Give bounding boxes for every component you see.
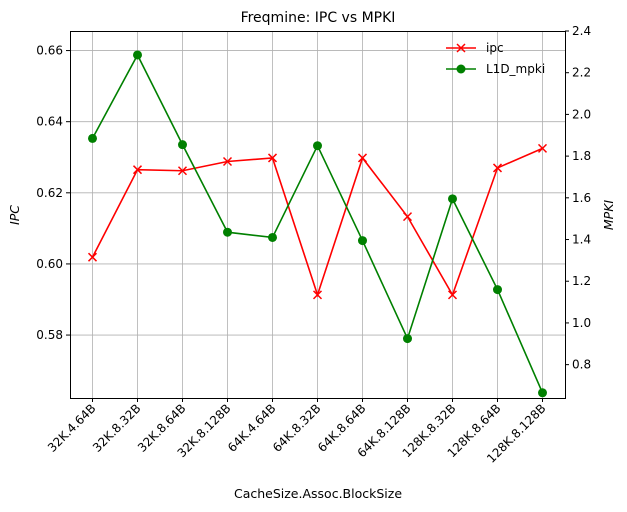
y-axis-right: 0.8 1.0 1.2 1.4 1.6 1.8 2.0 2.2 2.4: [565, 24, 591, 372]
legend-label: L1D_mpki: [486, 62, 545, 76]
y2-tick-label: 2.4: [572, 24, 591, 38]
y2-axis-label: MPKI: [601, 200, 616, 231]
y-axis-label: IPC: [7, 205, 22, 225]
series-l1d-mpki-point: [178, 140, 187, 150]
series-l1d-mpki-point: [493, 285, 502, 295]
series-ipc-point: [177, 166, 188, 176]
y-tick-label: 0.58: [36, 328, 63, 342]
x-axis-label: CacheSize.Assoc.BlockSize: [234, 486, 402, 501]
series-l1d-mpki-point: [88, 133, 97, 143]
y2-tick-label: 1.2: [572, 274, 591, 288]
y-tick-label: 0.62: [36, 186, 63, 200]
series-ipc-point: [447, 290, 458, 300]
series-l1d-mpki: [88, 50, 547, 398]
y2-tick-label: 2.2: [572, 66, 591, 80]
series-l1d-mpki-point: [268, 232, 277, 242]
legend-item-ipc: ipc: [446, 41, 504, 55]
series-ipc-point: [402, 212, 413, 222]
series-ipc-point: [87, 252, 98, 262]
series-l1d-mpki-point: [358, 236, 367, 246]
chart-title: Freqmine: IPC vs MPKI: [241, 10, 396, 26]
series-l1d-mpki-point: [313, 141, 322, 151]
legend-marker: [456, 64, 466, 74]
series-l1d-mpki-point: [538, 388, 547, 398]
grid-lines: [70, 31, 565, 398]
y2-tick-label: 0.8: [572, 358, 591, 372]
legend-label: ipc: [486, 41, 504, 55]
series-ipc-point: [492, 163, 503, 173]
series-l1d-mpki-point: [133, 50, 142, 60]
series-ipc-point: [357, 153, 368, 163]
legend-marker: [456, 43, 466, 53]
series-l1d-mpki-point: [223, 227, 232, 237]
y2-tick-label: 1.0: [572, 316, 591, 330]
y2-tick-label: 1.8: [572, 149, 591, 163]
y2-tick-label: 2.0: [572, 107, 591, 121]
series-ipc-point: [222, 156, 233, 167]
y-tick-label: 0.60: [36, 257, 63, 271]
series-ipc-point: [267, 153, 278, 163]
series-ipc-point: [537, 143, 548, 153]
y-tick-label: 0.64: [36, 115, 63, 129]
y2-tick-label: 1.6: [572, 191, 591, 205]
y2-tick-label: 1.4: [572, 233, 591, 247]
series-l1d-mpki-point: [448, 194, 457, 204]
series-l1d-mpki-point: [403, 334, 412, 344]
x-axis: 32K.4.64B32K.8.32B32K.8.64B32K.8.128B64K…: [45, 398, 549, 466]
series-ipc: [87, 143, 548, 300]
y-axis-left: 0.58 0.60 0.62 0.64 0.66: [36, 44, 70, 342]
plot-area-frame: [70, 31, 566, 399]
series-ipc-point: [132, 165, 143, 175]
legend: ipc L1D_mpki: [446, 41, 545, 76]
legend-item-l1d-mpki: L1D_mpki: [446, 62, 545, 76]
series-ipc-point: [312, 290, 323, 300]
y-tick-label: 0.66: [36, 44, 63, 58]
series-layer: [87, 50, 548, 398]
